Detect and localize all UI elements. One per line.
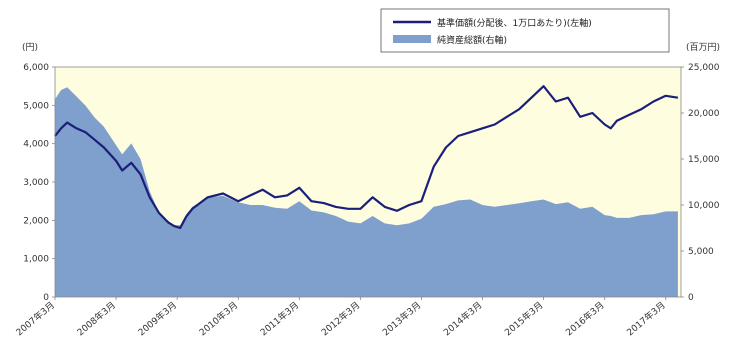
x-tick-label: 2011年3月 xyxy=(258,299,301,338)
nav-price-line xyxy=(54,85,679,230)
left-tick-label: 3,000 xyxy=(23,178,49,188)
plot-area xyxy=(54,67,681,297)
right-tick-label: 25,000 xyxy=(688,63,720,73)
legend: 基準価額(分配後、1万口あたり)(左軸) 純資産総額(右軸) xyxy=(380,8,670,53)
right-tick-label: 20,000 xyxy=(688,109,720,119)
x-tick-label: 2007年3月 xyxy=(13,299,56,338)
right-tick-label: 15,000 xyxy=(688,155,720,165)
legend-area-swatch xyxy=(393,35,431,43)
x-tick-label: 2010年3月 xyxy=(197,299,240,338)
x-tick-label: 2014年3月 xyxy=(441,299,484,338)
legend-label-nav: 基準価額(分配後、1万口あたり)(左軸) xyxy=(437,17,592,29)
left-tick-label: 1,000 xyxy=(23,255,49,265)
x-tick-label: 2015年3月 xyxy=(502,299,545,338)
x-tick-label: 2009年3月 xyxy=(136,299,179,338)
legend-box xyxy=(380,8,670,53)
left-axis-unit: (円) xyxy=(22,42,38,53)
x-tick-label: 2013年3月 xyxy=(380,299,423,338)
left-tick-label: 5,000 xyxy=(23,101,49,111)
x-tick-label: 2016年3月 xyxy=(563,299,606,338)
left-tick-label: 6,000 xyxy=(23,63,49,73)
x-tick-label: 2012年3月 xyxy=(319,299,362,338)
right-tick-label: 5,000 xyxy=(688,247,714,257)
right-tick-label: 10,000 xyxy=(688,201,720,211)
right-tick-label: 0 xyxy=(688,293,694,303)
net-assets-area xyxy=(55,87,678,297)
left-tick-label: 4,000 xyxy=(23,140,49,150)
left-tick-label: 0 xyxy=(43,293,49,303)
x-tick-label: 2017年3月 xyxy=(624,299,667,338)
right-axis-unit: (百万円) xyxy=(686,42,720,53)
x-tick-label: 2008年3月 xyxy=(75,299,118,338)
left-tick-label: 2,000 xyxy=(23,216,49,226)
legend-label-assets: 純資産総額(右軸) xyxy=(437,34,507,46)
